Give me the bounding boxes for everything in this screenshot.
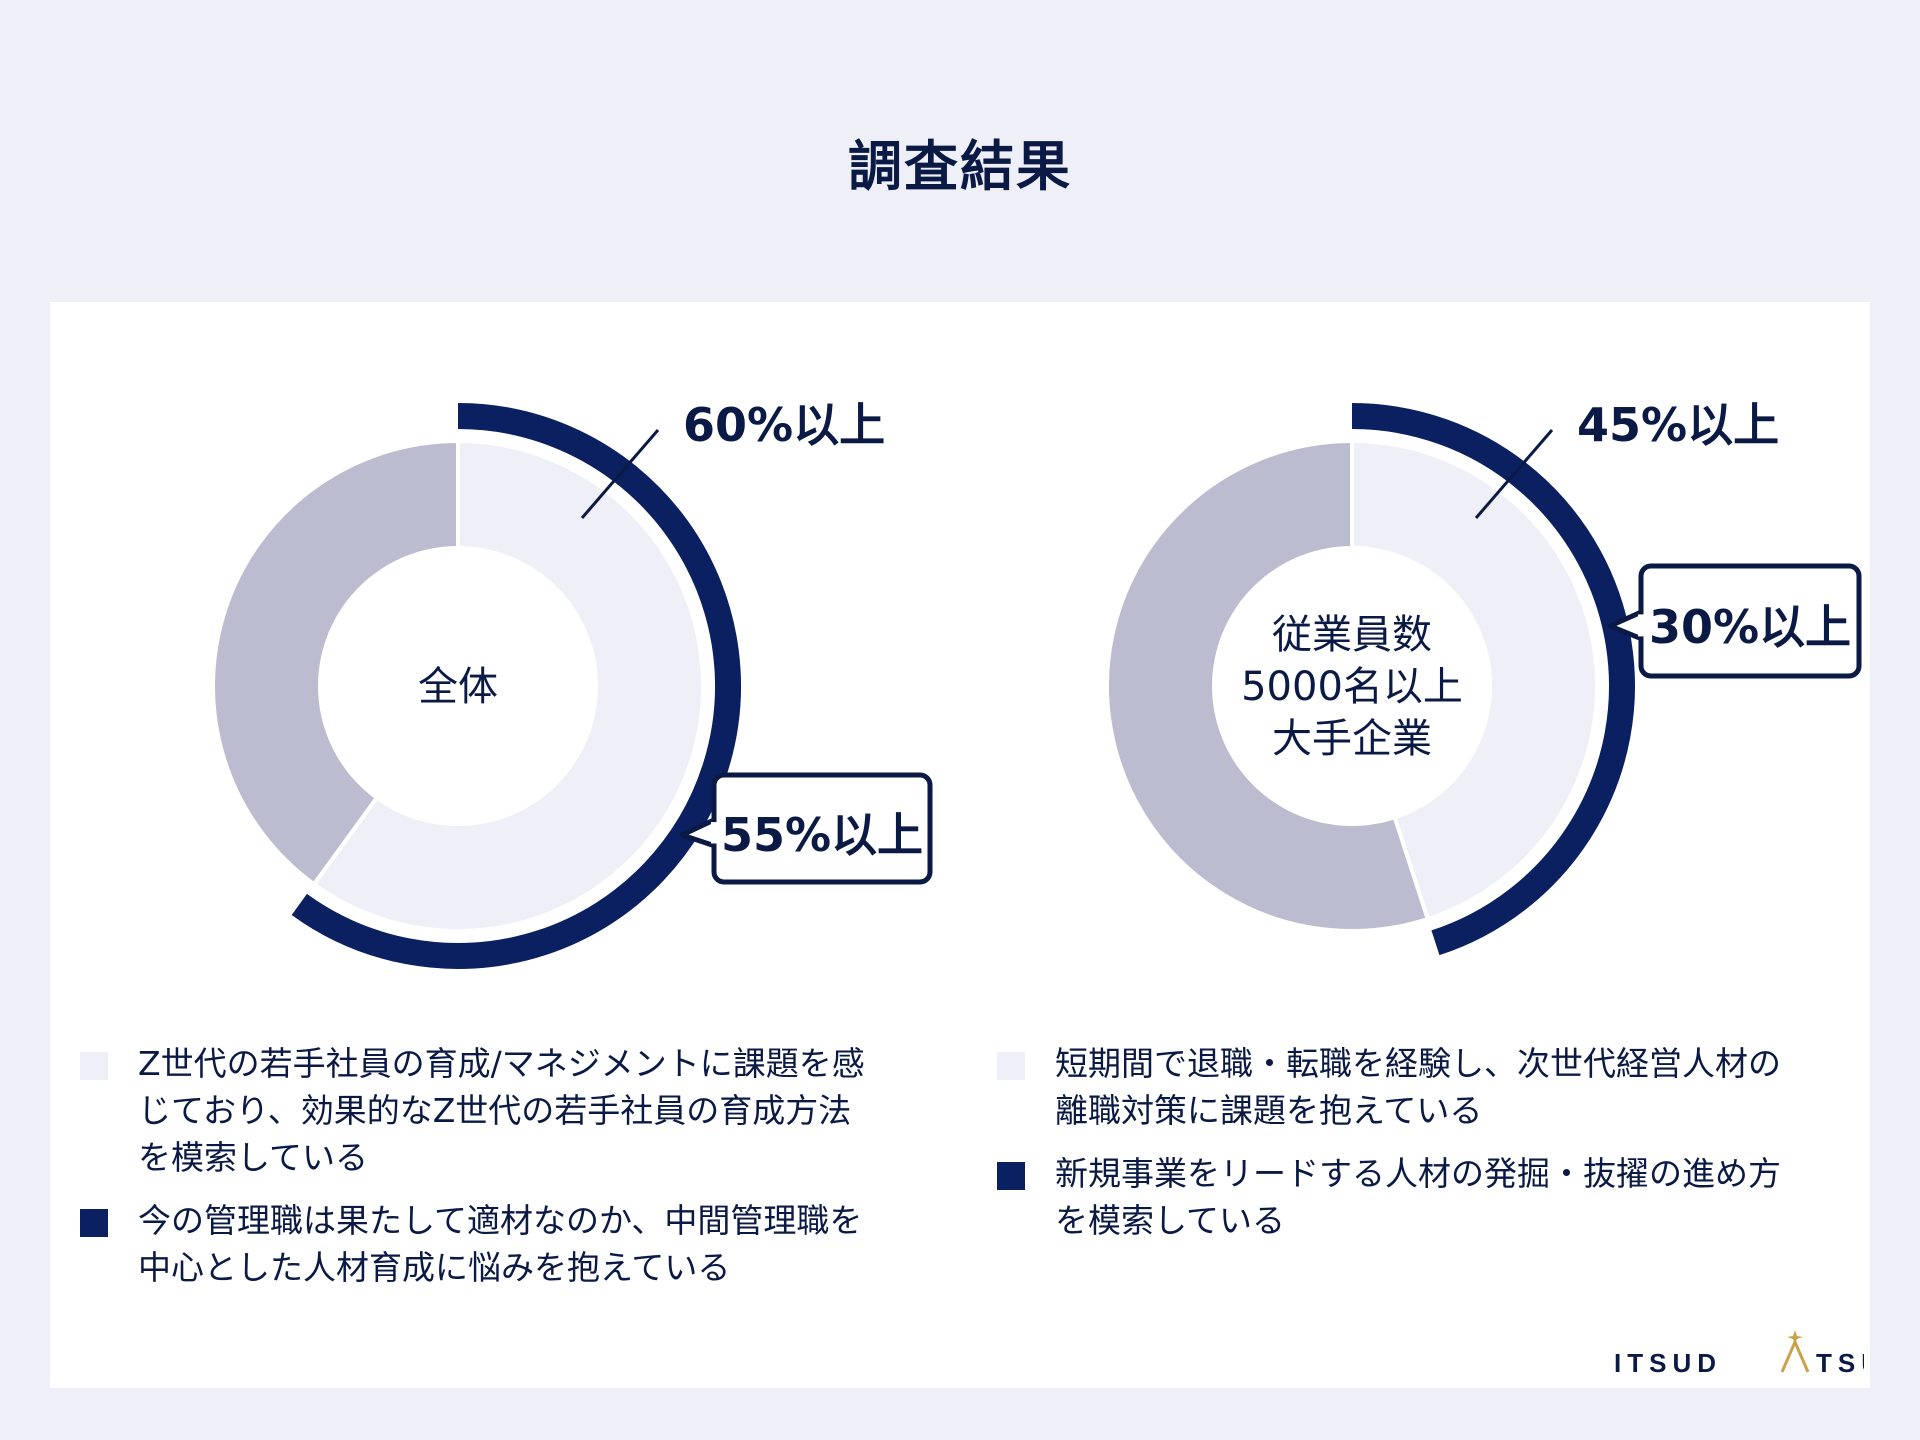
arc-label-1-1: 30%以上 xyxy=(1649,600,1851,654)
svg-text:ITSUD: ITSUD xyxy=(1614,1348,1722,1378)
legend-right: 短期間で退職・転職を経験し、次世代経営人材の離職対策に課題を抱えている 新規事業を… xyxy=(997,1040,1797,1260)
arc-label-1-0: 45%以上 xyxy=(1577,398,1779,452)
legend-swatch xyxy=(997,1162,1025,1190)
logo-a-mark xyxy=(1780,1330,1810,1373)
itsudatsu-logo: ITSUD TSU xyxy=(1614,1330,1864,1378)
center-label-1-0: 従業員数 xyxy=(1272,612,1432,658)
highlight-arc-0-0 xyxy=(291,403,741,969)
callout-joint-0 xyxy=(711,822,719,844)
legend-text: Z世代の若手社員の育成/マネジメントに課題を感じており、効果的なZ世代の若手社員… xyxy=(138,1044,865,1177)
legend-swatch xyxy=(80,1052,108,1080)
leader-line-1 xyxy=(1474,429,1554,519)
center-label-1-1: 5000名以上 xyxy=(1241,664,1463,710)
legend-swatch xyxy=(80,1209,108,1237)
legend-swatch xyxy=(997,1052,1025,1080)
svg-text:TSU: TSU xyxy=(1816,1348,1864,1378)
leader-line-0 xyxy=(580,429,660,519)
page-title: 調査結果 xyxy=(848,135,1072,198)
legend-text: 新規事業をリードする人材の発掘・抜擢の進め方を模索している xyxy=(1055,1154,1781,1240)
center-label-0-0: 全体 xyxy=(418,664,498,710)
donut-hole-0 xyxy=(318,546,598,826)
legend-left: Z世代の若手社員の育成/マネジメントに課題を感じており、効果的なZ世代の若手社員… xyxy=(80,1040,880,1307)
center-label-1-2: 大手企業 xyxy=(1272,716,1432,762)
highlight-arc-1-0 xyxy=(1351,403,1635,956)
legend-item: 短期間で退職・転職を経験し、次世代経営人材の離職対策に課題を抱えている xyxy=(997,1040,1797,1134)
donut-hole-1 xyxy=(1212,546,1492,826)
legend-item: Z世代の若手社員の育成/マネジメントに課題を感じており、効果的なZ世代の若手社員… xyxy=(80,1040,880,1181)
callout-pointer-0 xyxy=(679,817,716,848)
legend-item: 新規事業をリードする人材の発掘・抜擢の進め方を模索している xyxy=(997,1150,1797,1244)
arc-label-0-1: 55%以上 xyxy=(721,808,923,862)
arc-label-0-0: 60%以上 xyxy=(683,398,885,452)
callout-pointer-1 xyxy=(1607,609,1643,641)
legend-text: 短期間で退職・転職を経験し、次世代経営人材の離職対策に課題を抱えている xyxy=(1055,1044,1781,1130)
callout-joint-1 xyxy=(1638,614,1646,637)
legend-item: 今の管理職は果たして適材なのか、中間管理職を中心とした人材育成に悩みを抱えている xyxy=(80,1197,880,1291)
legend-text: 今の管理職は果たして適材なのか、中間管理職を中心とした人材育成に悩みを抱えている xyxy=(138,1201,863,1287)
